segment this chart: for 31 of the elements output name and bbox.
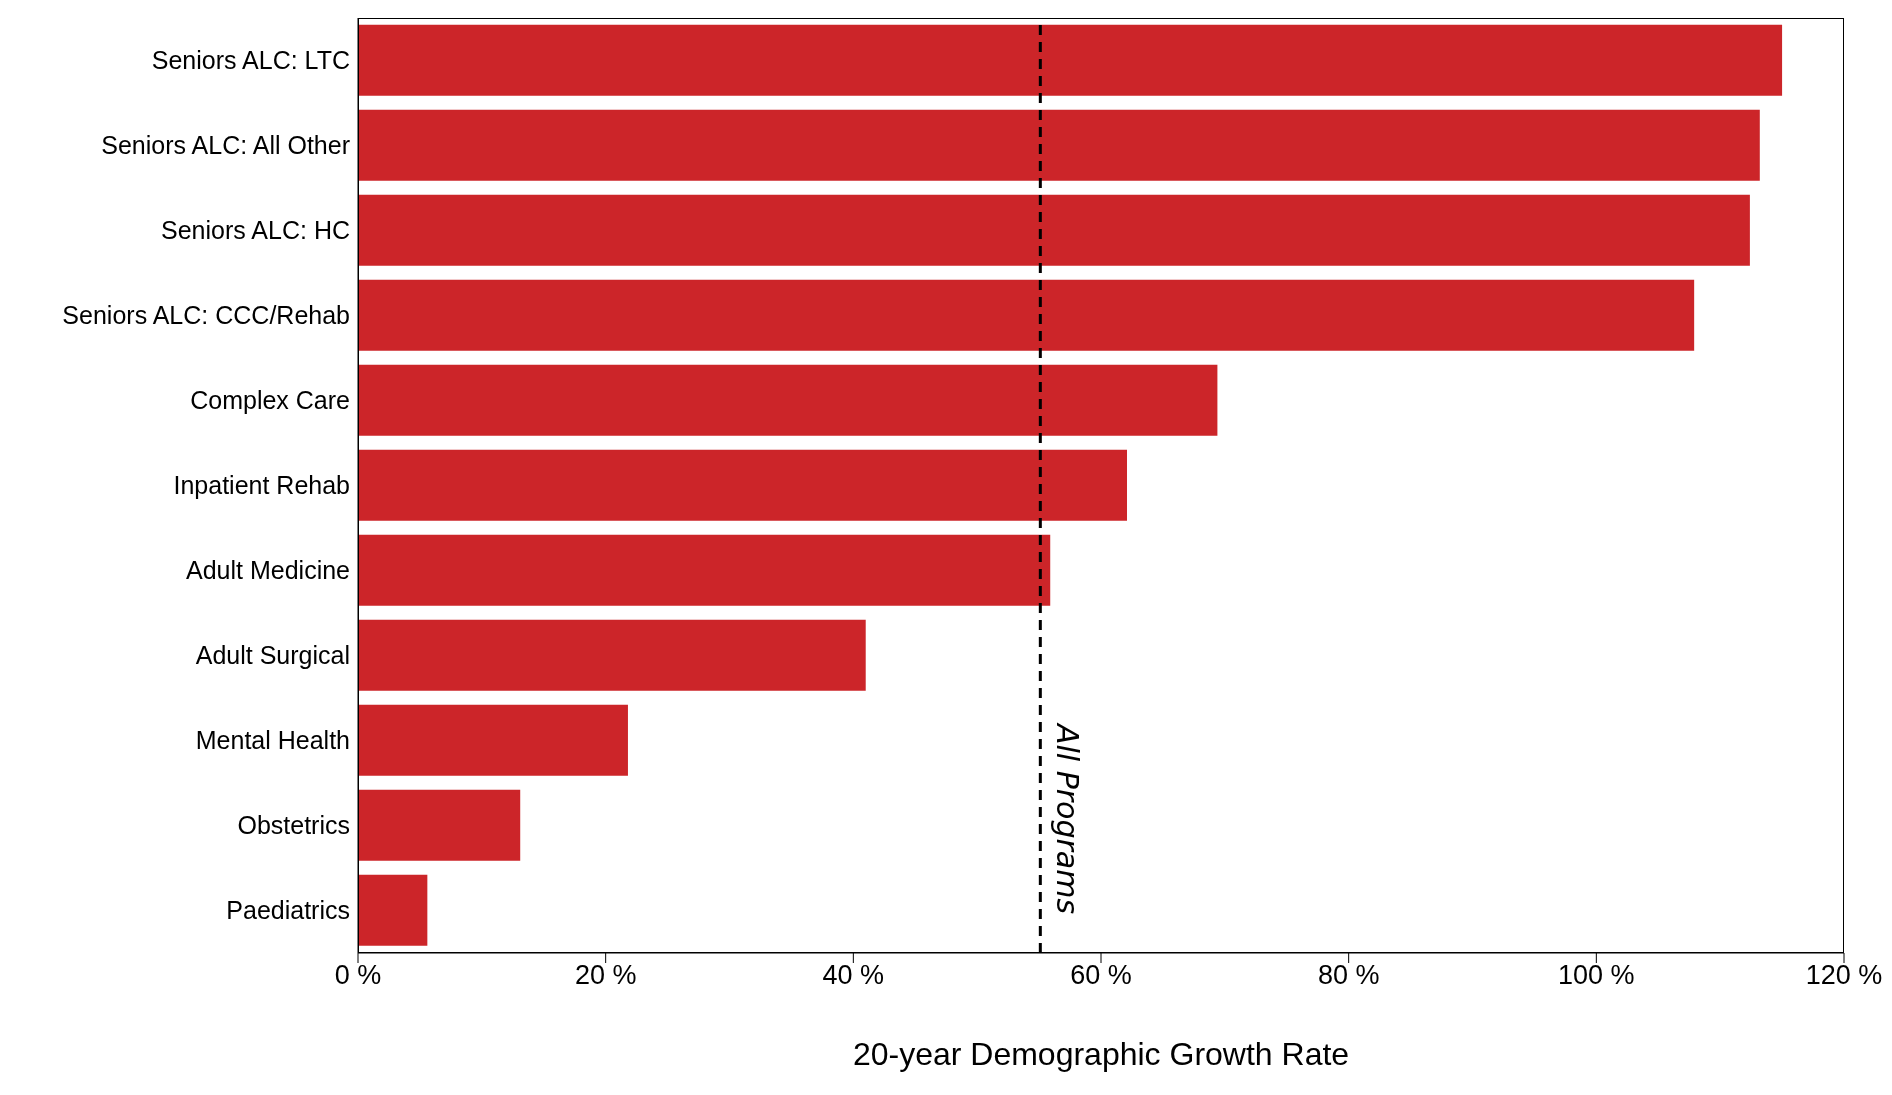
bar: [358, 109, 1760, 181]
x-axis-title: 20-year Demographic Growth Rate: [852, 1036, 1350, 1072]
x-tick-label: 40 %: [822, 960, 885, 991]
bar: [358, 194, 1750, 266]
y-tick-label: Seniors ALC: All Other: [101, 131, 350, 160]
bar: [358, 534, 1051, 606]
y-tick-label: Obstetrics: [237, 811, 350, 840]
bar: [358, 449, 1128, 521]
y-tick-label: Seniors ALC: LTC: [151, 46, 350, 75]
y-tick-label: Seniors ALC: CCC/Rehab: [62, 301, 350, 330]
x-tick-label: 60 %: [1070, 960, 1132, 991]
x-tick-label: 80 %: [1317, 960, 1380, 991]
bar: [358, 874, 428, 946]
ref-line-label: All Programs: [1050, 721, 1086, 915]
y-tick-label: Paediatrics: [226, 896, 350, 925]
y-tick-label: Adult Surgical: [195, 641, 350, 670]
bar: [358, 789, 521, 861]
bar: [358, 704, 628, 776]
bar: [358, 279, 1695, 351]
y-tick-label: Inpatient Rehab: [173, 471, 350, 500]
y-tick-label: Complex Care: [190, 386, 350, 415]
x-tick-label: 0 %: [334, 960, 382, 991]
bar: [358, 24, 1783, 96]
y-tick-label: Seniors ALC: HC: [161, 216, 350, 245]
y-tick-label: Adult Medicine: [186, 556, 350, 585]
bar: [358, 619, 866, 691]
y-tick-label: Mental Health: [195, 726, 350, 755]
x-tick-label: 120 %: [1805, 960, 1883, 991]
x-tick-label: 20 %: [574, 960, 637, 991]
bar: [358, 364, 1218, 436]
x-tick-label: 100 %: [1558, 960, 1635, 991]
